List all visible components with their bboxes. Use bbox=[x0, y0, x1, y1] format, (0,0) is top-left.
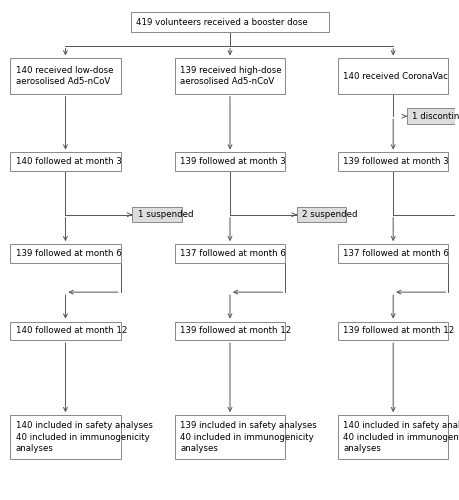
FancyBboxPatch shape bbox=[130, 12, 329, 32]
FancyBboxPatch shape bbox=[337, 244, 448, 262]
Text: 140 included in safety analyses
40 included in immunogenicity
analyses: 140 included in safety analyses 40 inclu… bbox=[16, 421, 152, 453]
FancyBboxPatch shape bbox=[296, 208, 346, 222]
Text: 139 followed at month 3: 139 followed at month 3 bbox=[342, 158, 448, 166]
Text: 140 received CoronaVac: 140 received CoronaVac bbox=[342, 72, 447, 80]
Text: 140 included in safety analyses
40 included in immunogenicity
analyses: 140 included in safety analyses 40 inclu… bbox=[342, 421, 459, 453]
FancyBboxPatch shape bbox=[10, 244, 120, 262]
Text: 137 followed at month 6: 137 followed at month 6 bbox=[180, 249, 285, 258]
FancyBboxPatch shape bbox=[174, 415, 285, 459]
FancyBboxPatch shape bbox=[174, 244, 285, 262]
FancyBboxPatch shape bbox=[406, 108, 459, 124]
Text: 1 discontinued: 1 discontinued bbox=[411, 112, 459, 120]
FancyBboxPatch shape bbox=[458, 208, 459, 222]
Text: 2 suspended: 2 suspended bbox=[302, 210, 357, 219]
FancyBboxPatch shape bbox=[10, 415, 120, 459]
FancyBboxPatch shape bbox=[10, 58, 120, 94]
Text: 139 followed at month 3: 139 followed at month 3 bbox=[180, 158, 285, 166]
FancyBboxPatch shape bbox=[337, 58, 448, 94]
Text: 139 received high-dose
aerosolised Ad5-nCoV: 139 received high-dose aerosolised Ad5-n… bbox=[180, 66, 281, 86]
FancyBboxPatch shape bbox=[174, 58, 285, 94]
FancyBboxPatch shape bbox=[174, 152, 285, 171]
FancyBboxPatch shape bbox=[132, 208, 181, 222]
FancyBboxPatch shape bbox=[337, 152, 448, 171]
Text: 139 followed at month 12: 139 followed at month 12 bbox=[342, 326, 453, 336]
Text: 139 followed at month 12: 139 followed at month 12 bbox=[180, 326, 291, 336]
Text: 137 followed at month 6: 137 followed at month 6 bbox=[342, 249, 448, 258]
FancyBboxPatch shape bbox=[10, 322, 120, 340]
FancyBboxPatch shape bbox=[174, 322, 285, 340]
Text: 139 followed at month 6: 139 followed at month 6 bbox=[16, 249, 121, 258]
Text: 139 included in safety analyses
40 included in immunogenicity
analyses: 139 included in safety analyses 40 inclu… bbox=[180, 421, 316, 453]
FancyBboxPatch shape bbox=[337, 322, 448, 340]
FancyBboxPatch shape bbox=[337, 415, 448, 459]
Text: 419 volunteers received a booster dose: 419 volunteers received a booster dose bbox=[136, 18, 308, 26]
Text: 1 suspended: 1 suspended bbox=[137, 210, 193, 219]
Text: 140 followed at month 3: 140 followed at month 3 bbox=[16, 158, 121, 166]
Text: 140 received low-dose
aerosolised Ad5-nCoV: 140 received low-dose aerosolised Ad5-nC… bbox=[16, 66, 113, 86]
Text: 140 followed at month 12: 140 followed at month 12 bbox=[16, 326, 127, 336]
FancyBboxPatch shape bbox=[10, 152, 120, 171]
